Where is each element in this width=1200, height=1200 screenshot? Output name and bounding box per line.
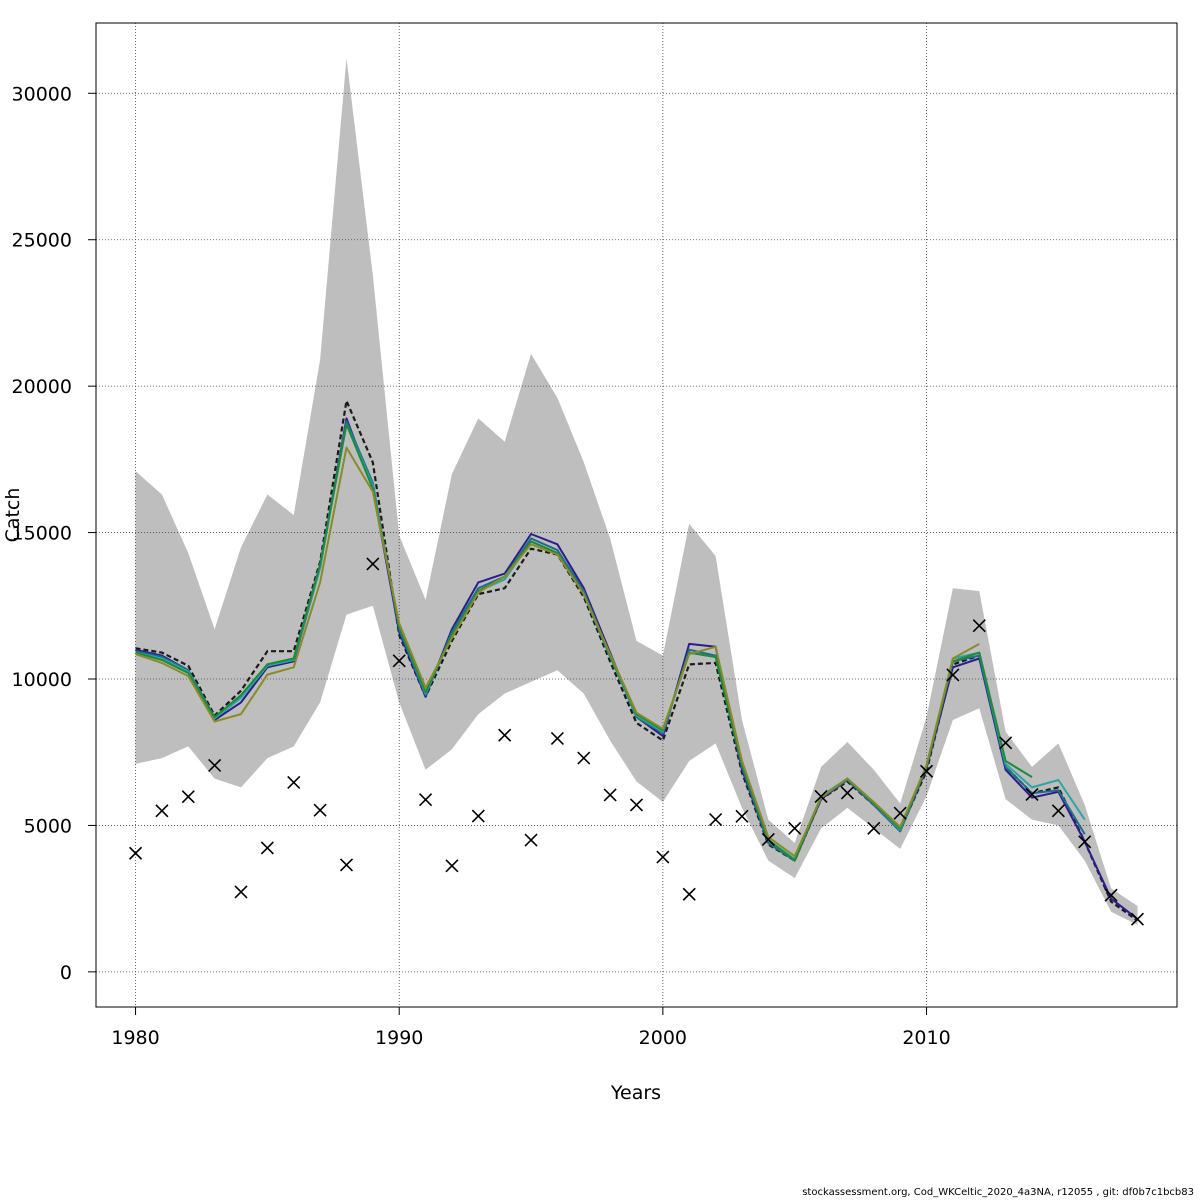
observation-point-1996 [550,731,564,746]
observation-point-1982 [181,790,195,804]
y-tick-label-10000: 10000 [12,669,72,691]
observation-point-1993 [471,809,485,823]
observation-point-1987 [313,803,327,817]
observation-point-2014 [1025,787,1039,801]
observation-point-1985 [260,841,274,855]
observation-point-1981 [155,804,169,818]
confidence-band [135,58,1138,926]
observation-point-2005 [788,821,802,835]
observations-layer [128,557,1145,926]
observation-point-1983 [208,758,222,772]
observation-point-2000 [656,850,670,864]
series-layer [135,399,1139,922]
observation-point-2006 [814,789,828,804]
observation-point-2017 [1104,888,1118,902]
observation-point-1988 [339,858,354,872]
observation-point-2010 [919,764,934,778]
observation-point-2007 [840,786,854,800]
observation-point-2011 [946,668,960,682]
x-axis-title: Years [610,1082,661,1104]
y-tick-label-20000: 20000 [12,376,72,398]
observation-point-2016 [1078,835,1092,849]
confidence-band-layer [135,58,1138,926]
grid-layer [96,23,1177,1007]
observation-point-1986 [287,775,301,789]
observation-point-2003 [735,809,749,823]
observation-point-2004 [761,832,775,847]
series-line-6 [135,446,980,858]
x-tick-label-1980: 1980 [111,1027,159,1049]
observation-point-2008 [867,821,881,835]
x-tick-label-2010: 2010 [902,1027,950,1049]
observation-point-2009 [893,806,907,820]
observation-point-1984 [234,885,248,899]
y-tick-label-0: 0 [60,962,72,984]
x-tick-label-2000: 2000 [639,1027,687,1049]
observation-point-1998 [603,788,617,802]
observation-point-1990 [392,654,406,668]
y-tick-label-15000: 15000 [12,523,72,545]
observation-point-2013 [999,736,1013,750]
observation-point-1997 [577,751,591,765]
observation-point-2012 [972,619,986,633]
observation-point-2018 [1130,912,1145,926]
observation-point-1995 [524,833,538,847]
axis-layer: 1980 1990 2000 2010 0 5000 10000 15000 20000 2500… [12,83,951,1049]
observation-point-2001 [682,887,696,901]
y-axis-title: Catch [2,488,24,543]
observation-point-2015 [1051,804,1065,818]
y-tick-label-5000: 5000 [24,815,72,837]
x-tick-label-1990: 1990 [375,1027,423,1049]
observation-point-1994 [498,728,512,742]
observation-point-1989 [366,557,380,571]
observation-point-1980 [128,846,143,860]
observation-point-1992 [445,859,459,873]
y-tick-label-25000: 25000 [12,230,72,252]
y-tick-label-30000: 30000 [12,83,72,105]
observation-point-1991 [419,793,433,807]
observation-point-1999 [629,798,644,812]
footer-credit: stockassessment.org, Cod_WKCeltic_2020_4… [802,1187,1194,1198]
observation-point-2002 [709,813,723,827]
plot-frame [95,22,1178,1008]
